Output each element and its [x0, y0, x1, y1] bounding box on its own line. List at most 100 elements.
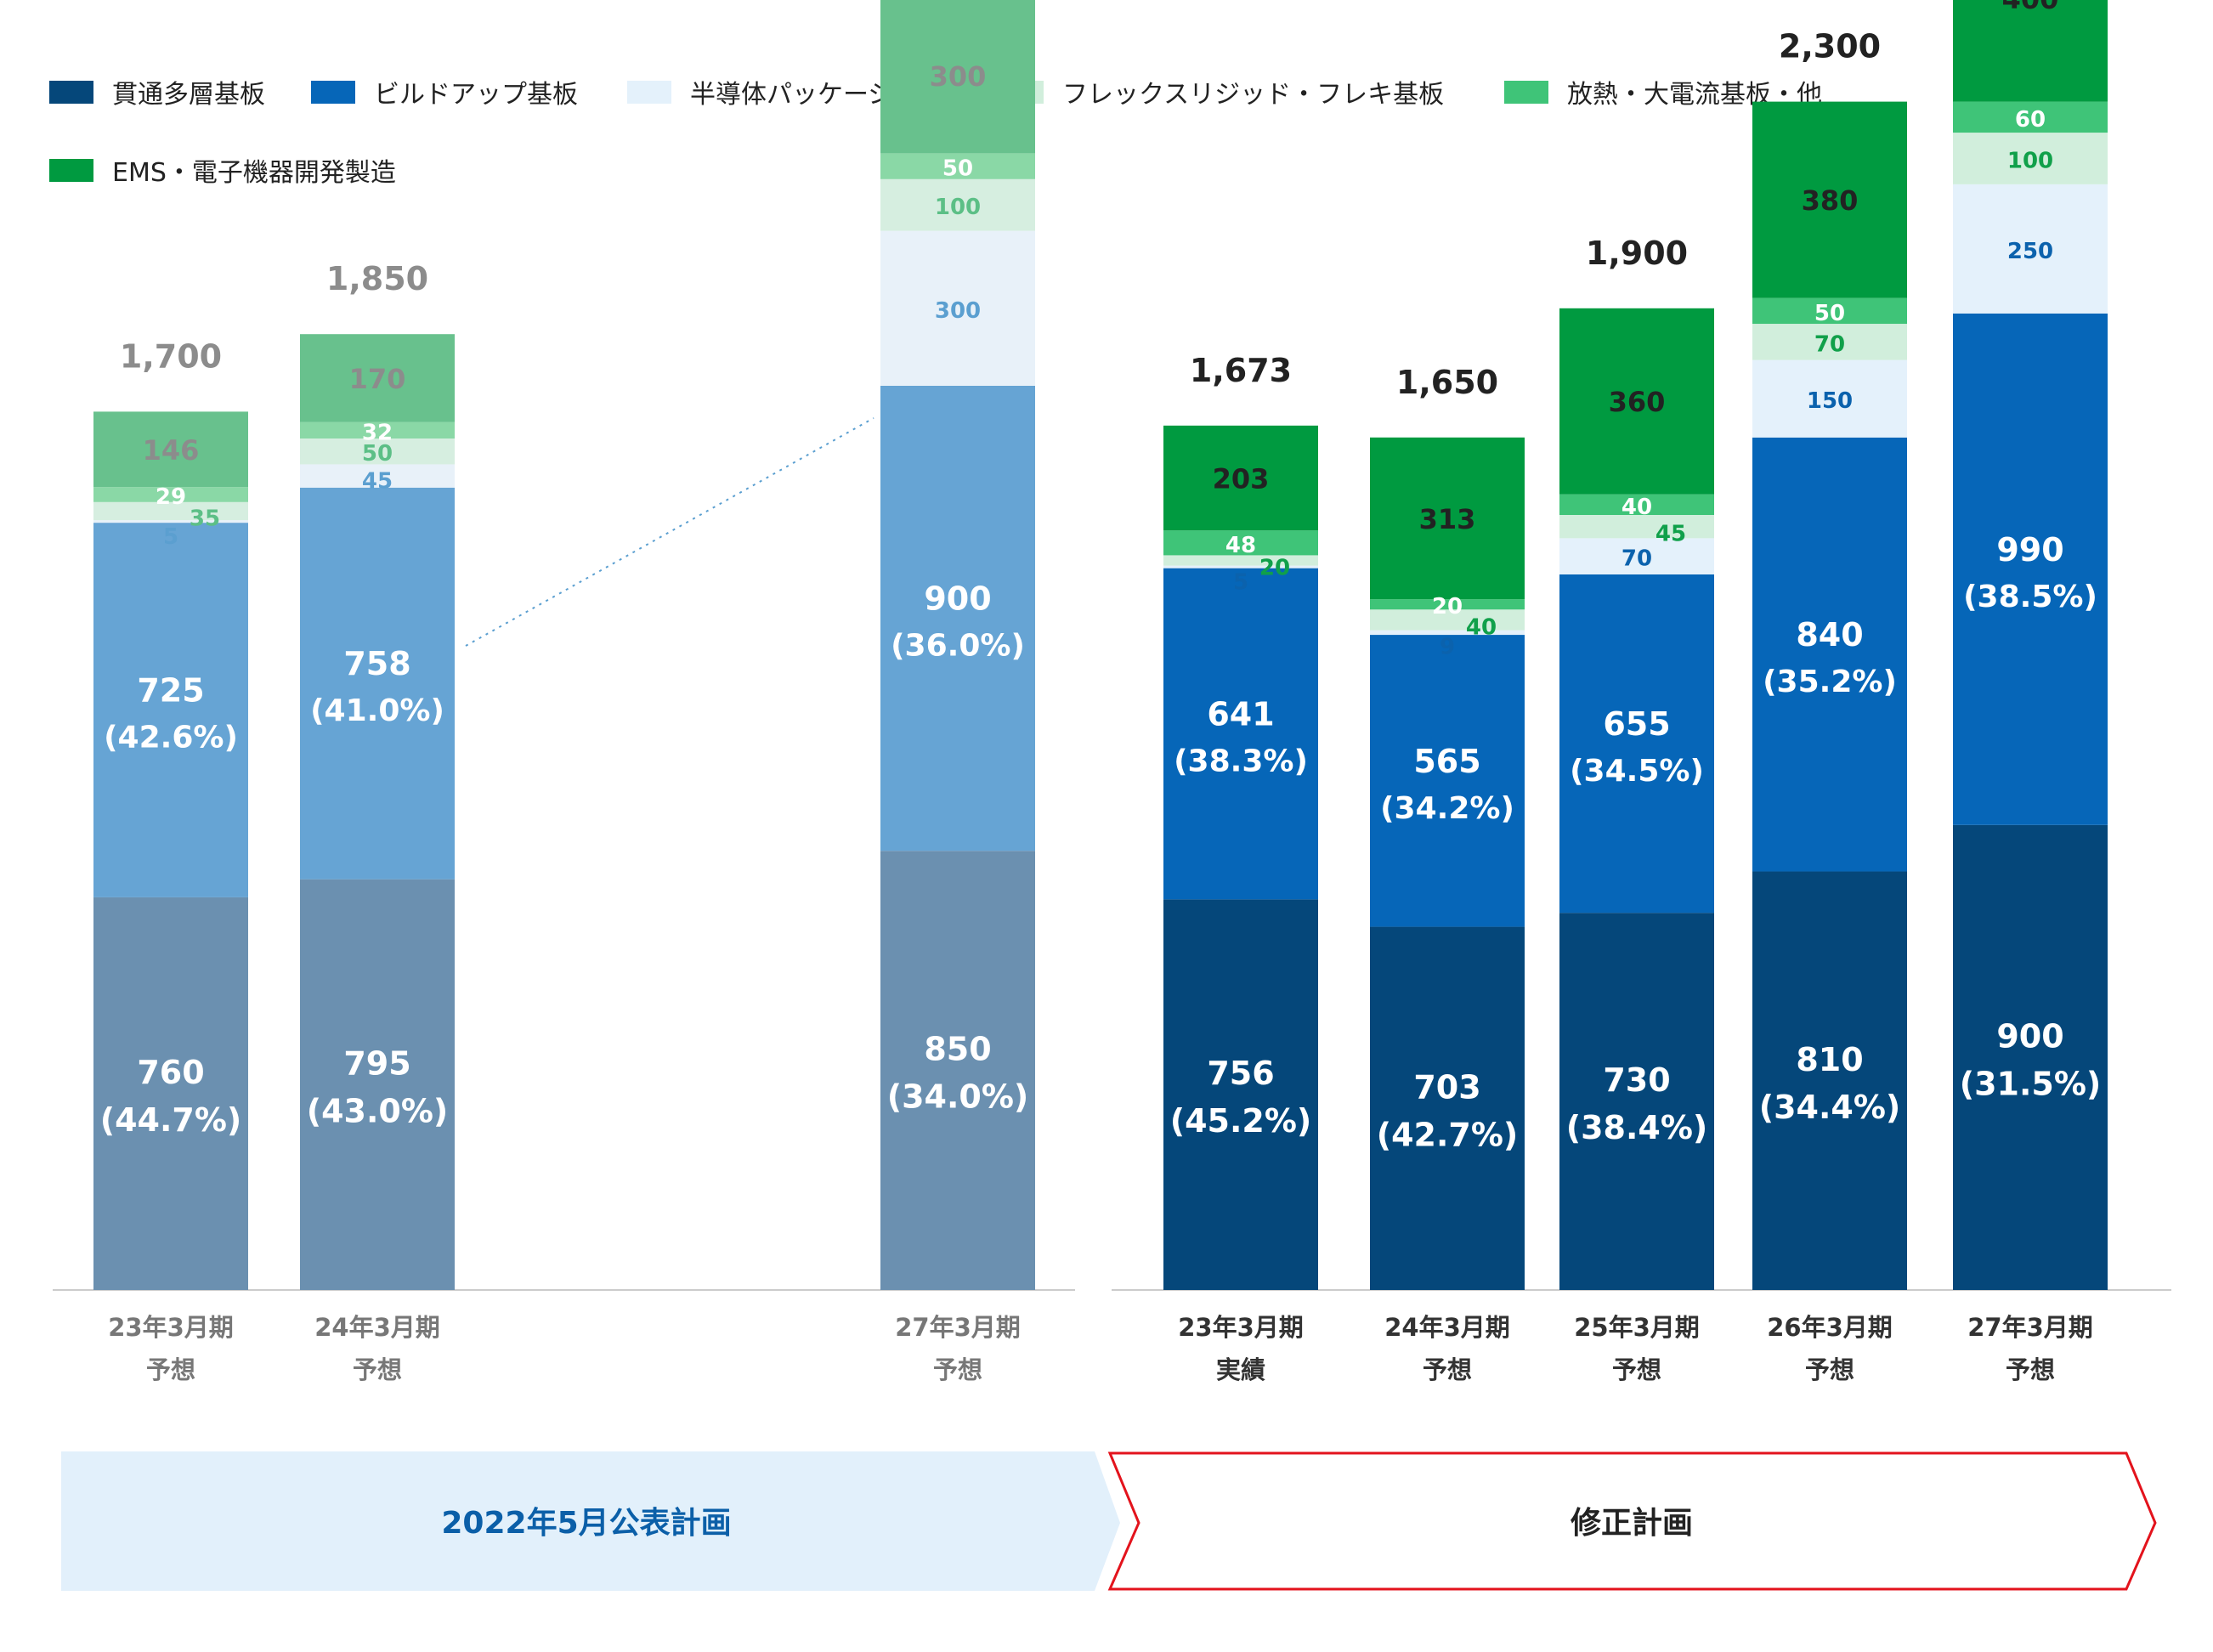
original-value-label: 795	[343, 1044, 410, 1082]
original-bar-through-hole-segment	[93, 897, 248, 1290]
revised-value-label: 48	[1225, 533, 1256, 558]
original-bar-heat-dissipation-segment	[300, 421, 455, 439]
banner-revised-plan-label: 修正計画	[1571, 1506, 1693, 1541]
original-total-label: 1,700	[120, 337, 222, 375]
original-value-label: 35	[190, 506, 220, 531]
revised-value-label: 990	[1996, 531, 2063, 569]
legend-label: ビルドアップ基板	[374, 80, 578, 110]
revised-bar-heat-dissipation-segment	[1370, 599, 1525, 610]
revised-bar-flex-rigid-segment	[1559, 515, 1714, 539]
revised-value-label: 20	[1432, 594, 1463, 620]
revised-value-label: 40	[1622, 495, 1652, 520]
revised-value-label: 150	[1807, 388, 1853, 414]
banner-original-plan-label: 2022年5月公表計画	[441, 1506, 731, 1541]
revised-bar-heat-dissipation-segment	[1163, 530, 1318, 556]
revised-value-label: 810	[1796, 1041, 1863, 1078]
original-bar-flex-rigid-segment	[300, 438, 455, 465]
revised-x-tick-label: 予想	[2006, 1355, 2055, 1384]
legend-item-buildup: ビルドアップ基板	[311, 75, 578, 110]
revised-value-label: 70	[1622, 546, 1652, 572]
original-pct-label: (41.0%)	[310, 693, 444, 728]
revised-bar-flex-rigid-segment	[1953, 133, 2108, 184]
banner-revised-plan	[1107, 1451, 2157, 1591]
original-bar-ems-segment	[300, 334, 455, 422]
original-x-tick-label: 予想	[353, 1355, 402, 1384]
revised-bar-flex-rigid-segment	[1163, 555, 1318, 566]
original-value-label: 760	[137, 1054, 204, 1091]
revised-value-label: 641	[1207, 695, 1274, 733]
revised-value-label: 565	[1413, 743, 1480, 780]
revised-value-label: 400	[2002, 0, 2059, 15]
original-bar-semiconductor-package-segment	[880, 230, 1035, 386]
revised-pct-label: (42.7%)	[1377, 1116, 1519, 1153]
original-bar-heat-dissipation-segment	[880, 153, 1035, 179]
original-bar-buildup-segment	[300, 487, 455, 880]
revised-pct-label: (45.2%)	[1170, 1102, 1312, 1140]
revised-bar-heat-dissipation-segment	[1559, 494, 1714, 515]
revised-pct-label: (35.2%)	[1763, 665, 1897, 699]
legend-item-heat-dissipation: 放熱・大電流基板・他	[1504, 75, 1822, 110]
revised-bar-heat-dissipation-segment	[1953, 101, 2108, 133]
original-value-label: 32	[362, 420, 393, 445]
revised-bar-buildup-segment	[1752, 437, 1907, 872]
original-bar-ems-segment	[93, 411, 248, 488]
revised-bar-through-hole-segment	[1163, 899, 1318, 1290]
revised-value-label: 203	[1213, 463, 1270, 495]
original-value-label: 29	[156, 484, 186, 510]
original-bar-buildup-segment	[880, 386, 1035, 851]
revised-value-label: 900	[1996, 1017, 2063, 1055]
original-bar-buildup-segment	[93, 523, 248, 897]
revised-value-label: 5	[1233, 570, 1248, 596]
revised-value-label: 100	[2007, 148, 2053, 173]
original-bar-heat-dissipation-segment	[93, 487, 248, 502]
original-bar-ems-segment	[880, 0, 1035, 154]
revised-value-label: 60	[2015, 107, 2046, 133]
revised-x-tick-label: 実績	[1216, 1355, 1265, 1384]
revised-value-label: 380	[1802, 184, 1859, 217]
revised-x-tick-label: 23年3月期	[1178, 1313, 1304, 1342]
revised-bar-semiconductor-package-segment	[1752, 359, 1907, 438]
revised-x-tick-label: 27年3月期	[1967, 1313, 2093, 1342]
revised-x-tick-label: 25年3月期	[1574, 1313, 1700, 1342]
original-value-label: 300	[930, 60, 987, 93]
revised-value-label: 250	[2007, 239, 2053, 264]
legend-label: 貫通多層基板	[112, 80, 265, 110]
revised-bar-ems-segment	[1752, 101, 1907, 298]
revised-bar-buildup-segment	[1163, 568, 1318, 900]
original-value-label: 146	[143, 434, 200, 467]
revised-bar-through-hole-segment	[1370, 926, 1525, 1290]
revised-x-tick-label: 予想	[1805, 1355, 1854, 1384]
revised-bar-buildup-segment	[1370, 635, 1525, 927]
revised-bar-through-hole-segment	[1752, 871, 1907, 1290]
revised-total-label: 1,673	[1190, 352, 1292, 389]
original-value-label: 900	[924, 580, 991, 618]
original-value-label: 50	[362, 441, 393, 467]
revised-bar-semiconductor-package-segment	[1163, 565, 1318, 569]
legend-swatch	[1504, 80, 1548, 104]
revised-value-label: 703	[1413, 1068, 1480, 1106]
original-pct-label: (34.0%)	[887, 1078, 1029, 1116]
revised-x-tick-label: 24年3月期	[1384, 1313, 1510, 1342]
original-pct-label: (44.7%)	[100, 1101, 242, 1139]
revised-bar-through-hole-segment	[1953, 824, 2108, 1290]
revised-pct-label: (38.4%)	[1566, 1109, 1708, 1146]
revised-value-label: 840	[1796, 616, 1863, 653]
revised-bar-buildup-segment	[1953, 313, 2108, 825]
revised-bar-flex-rigid-segment	[1752, 324, 1907, 360]
original-value-label: 5	[163, 524, 178, 550]
revised-total-label: 1,650	[1396, 364, 1498, 401]
legend-label: フレックスリジッド・フレキ基板	[1062, 80, 1445, 110]
revised-bar-through-hole-segment	[1559, 913, 1714, 1290]
legend-swatch	[49, 80, 93, 104]
original-total-label: 1,850	[326, 260, 428, 297]
revised-pct-label: (38.3%)	[1174, 744, 1308, 778]
revised-total-label: 2,300	[1779, 28, 1881, 65]
revised-bar-ems-segment	[1559, 308, 1714, 495]
original-bar-through-hole-segment	[300, 879, 455, 1290]
banner-original-plan	[61, 1451, 1120, 1591]
revised-pct-label: (31.5%)	[1960, 1065, 2102, 1102]
revised-value-label: 360	[1609, 386, 1666, 418]
revised-value-label: 313	[1419, 503, 1476, 535]
revised-value-label: 730	[1603, 1061, 1670, 1099]
revised-x-tick-label: 予想	[1612, 1355, 1661, 1384]
